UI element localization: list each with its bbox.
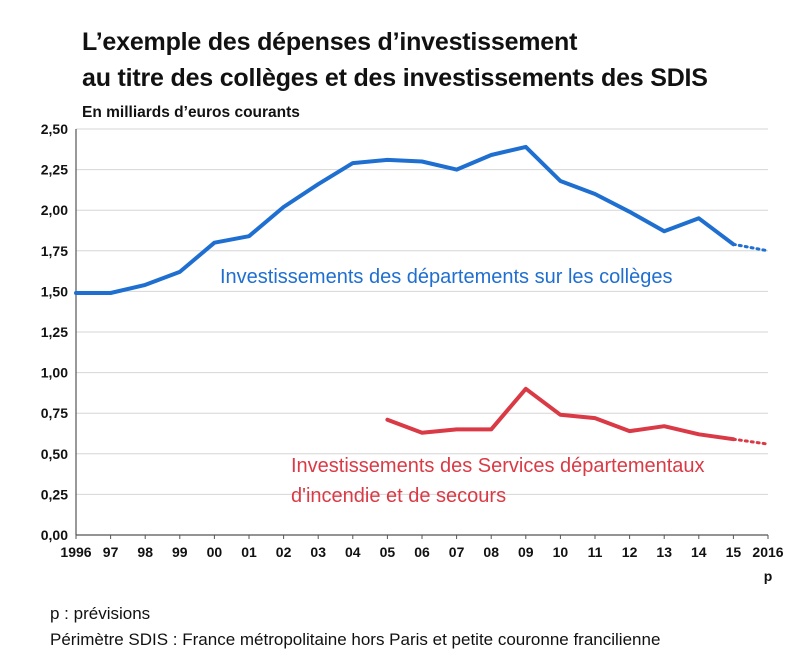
x-tick-label: 08	[483, 544, 499, 560]
x-tick-label: 01	[241, 544, 257, 560]
y-tick-label: 0,50	[41, 446, 68, 462]
series-labels: Investissements des départements sur les…	[220, 266, 705, 507]
x-tick-label: 10	[553, 544, 569, 560]
x-tick-label: 03	[310, 544, 326, 560]
series-line-colleges	[74, 144, 736, 295]
series-line-sdis	[385, 386, 736, 442]
series-label-sdis-line: Investissements des Services département…	[291, 455, 705, 477]
y-axis-ticks: 0,00 0,25 0,50 0,75 1,00 1,25 1,50 1,75 2,00 2,25…	[41, 121, 68, 543]
y-tick-label: 0,00	[41, 527, 68, 543]
y-tick-label: 1,25	[41, 324, 68, 340]
x-tick-label: 05	[380, 544, 396, 560]
x-tick-label: 07	[449, 544, 465, 560]
x-axis-ticks: 1996 97 98 99 00 01 02 03 04 05 06 07 08 09 10 11 12 13 14…	[60, 544, 783, 584]
x-tick-label: 97	[103, 544, 119, 560]
y-tick-label: 1,50	[41, 283, 68, 299]
footnote-perimetre: Périmètre SDIS : France métropolitaine h…	[50, 630, 661, 649]
axes	[75, 129, 769, 539]
y-tick-label: 1,00	[41, 365, 68, 381]
x-tick-label: 06	[414, 544, 430, 560]
title-line-2: au titre des collèges et des investissem…	[82, 64, 708, 92]
x-tick-label: 2016	[752, 544, 783, 560]
y-tick-label: 2,50	[41, 121, 68, 137]
x-tick-sublabel: p	[764, 568, 773, 584]
y-tick-label: 0,25	[41, 486, 68, 502]
series-lines	[74, 144, 770, 446]
y-unit-label: En milliards d’euros courants	[82, 104, 300, 121]
title-line-1: L’exemple des dépenses d’investissement	[82, 28, 578, 56]
x-tick-label: 00	[207, 544, 223, 560]
y-tick-label: 2,00	[41, 202, 68, 218]
x-tick-label: 99	[172, 544, 188, 560]
x-tick-label: 98	[137, 544, 153, 560]
x-tick-label: 15	[726, 544, 742, 560]
x-tick-label: 04	[345, 544, 361, 560]
line-chart: 0,00 0,25 0,50 0,75 1,00 1,25 1,50 1,75 2,00 2,25…	[41, 121, 784, 584]
footnote-previsions: p : prévisions	[50, 604, 151, 623]
x-tick-label: 02	[276, 544, 292, 560]
x-tick-label: 1996	[60, 544, 91, 560]
x-tick-label: 14	[691, 544, 707, 560]
chart-title: L’exemple des dépenses d’investissement …	[82, 24, 708, 96]
y-tick-label: 1,75	[41, 243, 68, 259]
x-tick-label: 13	[656, 544, 672, 560]
series-label-colleges: Investissements des départements sur les…	[220, 266, 672, 288]
series-label-sdis-line: d'incendie et de secours	[291, 485, 506, 507]
y-tick-label: 0,75	[41, 405, 68, 421]
x-tick-label: 12	[622, 544, 638, 560]
x-tick-label: 09	[518, 544, 534, 560]
grid-lines	[76, 128, 768, 495]
forecast-line-sdis	[731, 437, 770, 446]
forecast-line-colleges	[731, 242, 770, 253]
x-tick-label: 11	[588, 544, 603, 560]
y-tick-label: 2,25	[41, 162, 68, 178]
